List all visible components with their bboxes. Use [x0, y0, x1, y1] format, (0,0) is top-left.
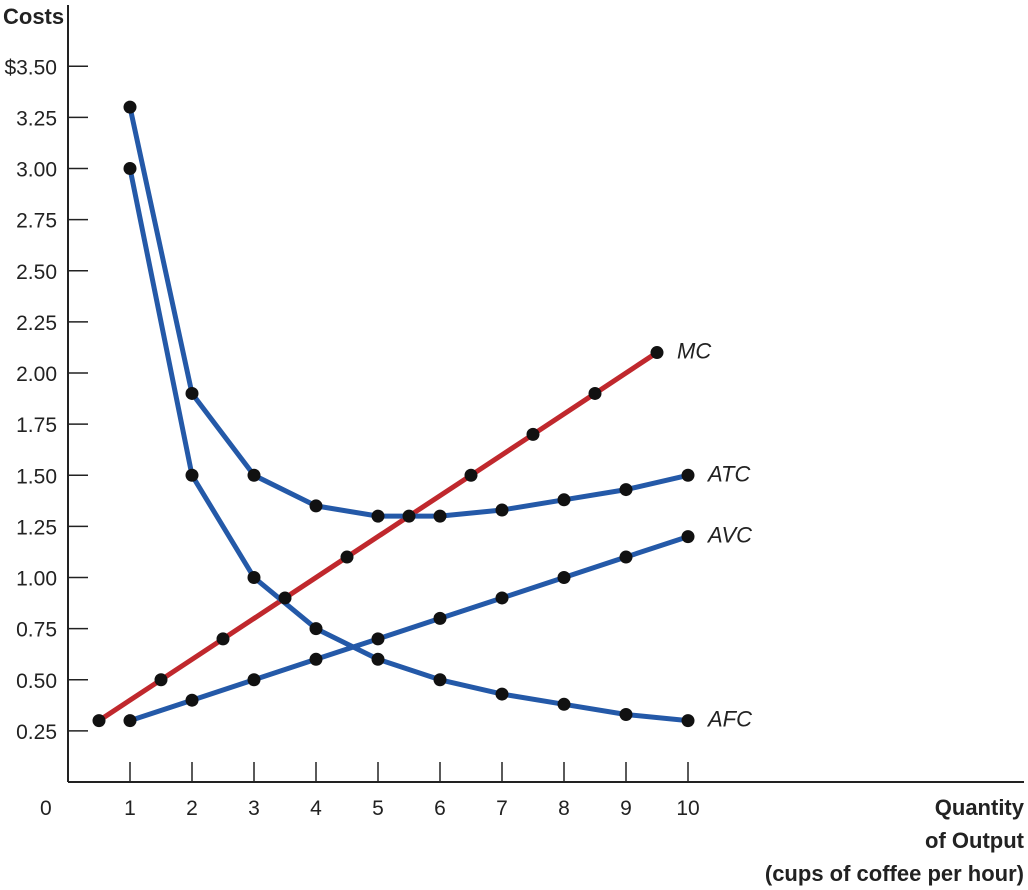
avc-point-7	[495, 591, 509, 605]
mc-label: MC	[677, 339, 711, 364]
mc-point-10	[650, 346, 664, 360]
y-tick-label-1-25: 1.25	[16, 516, 57, 539]
mc-point-7	[464, 468, 478, 482]
atc-point-6	[433, 509, 447, 523]
origin-label: 0	[40, 797, 52, 820]
y-tick-label-1-50: 1.50	[16, 465, 57, 488]
x-tick-label-8: 8	[558, 797, 570, 820]
x-tick-label-1: 1	[124, 797, 136, 820]
atc-point-10	[681, 468, 695, 482]
mc-point-6	[402, 509, 416, 523]
atc-point-9	[619, 483, 633, 497]
avc-point-2	[185, 693, 199, 707]
atc-point-1	[123, 100, 137, 114]
afc-point-6	[433, 673, 447, 687]
mc-point-8	[526, 427, 540, 441]
mc-point-9	[588, 386, 602, 400]
x-tick-label-10: 10	[676, 797, 699, 820]
x-tick-label-3: 3	[248, 797, 260, 820]
afc-point-10	[681, 714, 695, 728]
afc-label: AFC	[706, 707, 752, 732]
avc-point-8	[557, 571, 571, 584]
mc-point-1	[92, 714, 106, 728]
y-tick-label-2-00: 2.00	[16, 363, 57, 386]
y-tick-label-0-75: 0.75	[16, 619, 57, 642]
afc-point-7	[495, 687, 509, 701]
y-tick-label-1-00: 1.00	[16, 568, 57, 591]
y-tick-label-1-75: 1.75	[16, 414, 57, 437]
x-axis-title-line-1: Quantity	[935, 795, 1025, 820]
x-tick-label-6: 6	[434, 797, 446, 820]
atc-point-4	[309, 499, 323, 513]
atc-point-8	[557, 493, 571, 507]
mc-point-3	[216, 632, 230, 646]
afc-point-2	[185, 468, 199, 482]
mc-point-2	[154, 673, 168, 687]
x-tick-label-2: 2	[186, 797, 198, 820]
avc-label: AVC	[706, 523, 752, 548]
y-tick-label-0-25: 0.25	[16, 721, 57, 744]
axes	[67, 5, 1024, 783]
avc-point-5	[371, 632, 385, 646]
mc-curve	[96, 350, 660, 724]
x-tick-label-4: 4	[310, 797, 322, 820]
ticks	[68, 65, 689, 782]
y-tick-label-0-50: 0.50	[16, 670, 57, 693]
afc-point-4	[309, 622, 323, 636]
atc-point-5	[371, 509, 385, 523]
afc-point-1	[123, 162, 137, 175]
x-axis-title-line-2: of Output	[925, 828, 1025, 853]
y-tick-label-3-25: 3.25	[16, 107, 57, 130]
y-tick-label-2-25: 2.25	[16, 312, 57, 335]
mc-point-5	[340, 550, 354, 564]
x-tick-label-9: 9	[620, 797, 632, 820]
avc-point-1	[123, 714, 137, 728]
avc-point-4	[309, 652, 323, 666]
y-tick-label--3-50: $3.50	[4, 56, 57, 79]
tick-labels: 1 2 3 4 5 6 7 8 9 10 0.25 0.50 0.75 1.00 1.25 1.50 1.75 2…	[4, 56, 699, 820]
mc-point-4	[278, 591, 292, 605]
avc-point-3	[247, 673, 261, 687]
y-tick-label-2-50: 2.50	[16, 261, 57, 284]
curve-labels: MC ATC AVC AFC	[677, 339, 752, 732]
atc-point-2	[185, 386, 199, 400]
atc-curve	[127, 104, 691, 519]
afc-point-5	[371, 652, 385, 666]
avc-curve	[127, 534, 691, 724]
x-tick-label-5: 5	[372, 797, 384, 820]
x-axis-title-line-3: (cups of coffee per hour)	[765, 861, 1024, 886]
y-axis-title: Costs	[3, 4, 64, 29]
avc-point-6	[433, 611, 447, 625]
atc-point-7	[495, 503, 509, 517]
x-tick-label-7: 7	[496, 797, 508, 820]
points	[92, 100, 695, 728]
curves	[96, 104, 691, 724]
atc-point-3	[247, 468, 261, 482]
avc-point-10	[681, 530, 695, 544]
atc-label: ATC	[706, 461, 750, 486]
avc-point-9	[619, 550, 633, 564]
afc-point-8	[557, 697, 571, 711]
afc-curve	[127, 166, 691, 724]
afc-point-9	[619, 708, 633, 722]
y-tick-label-2-75: 2.75	[16, 210, 57, 233]
y-tick-label-3-00: 3.00	[16, 159, 57, 182]
afc-point-3	[247, 571, 261, 584]
